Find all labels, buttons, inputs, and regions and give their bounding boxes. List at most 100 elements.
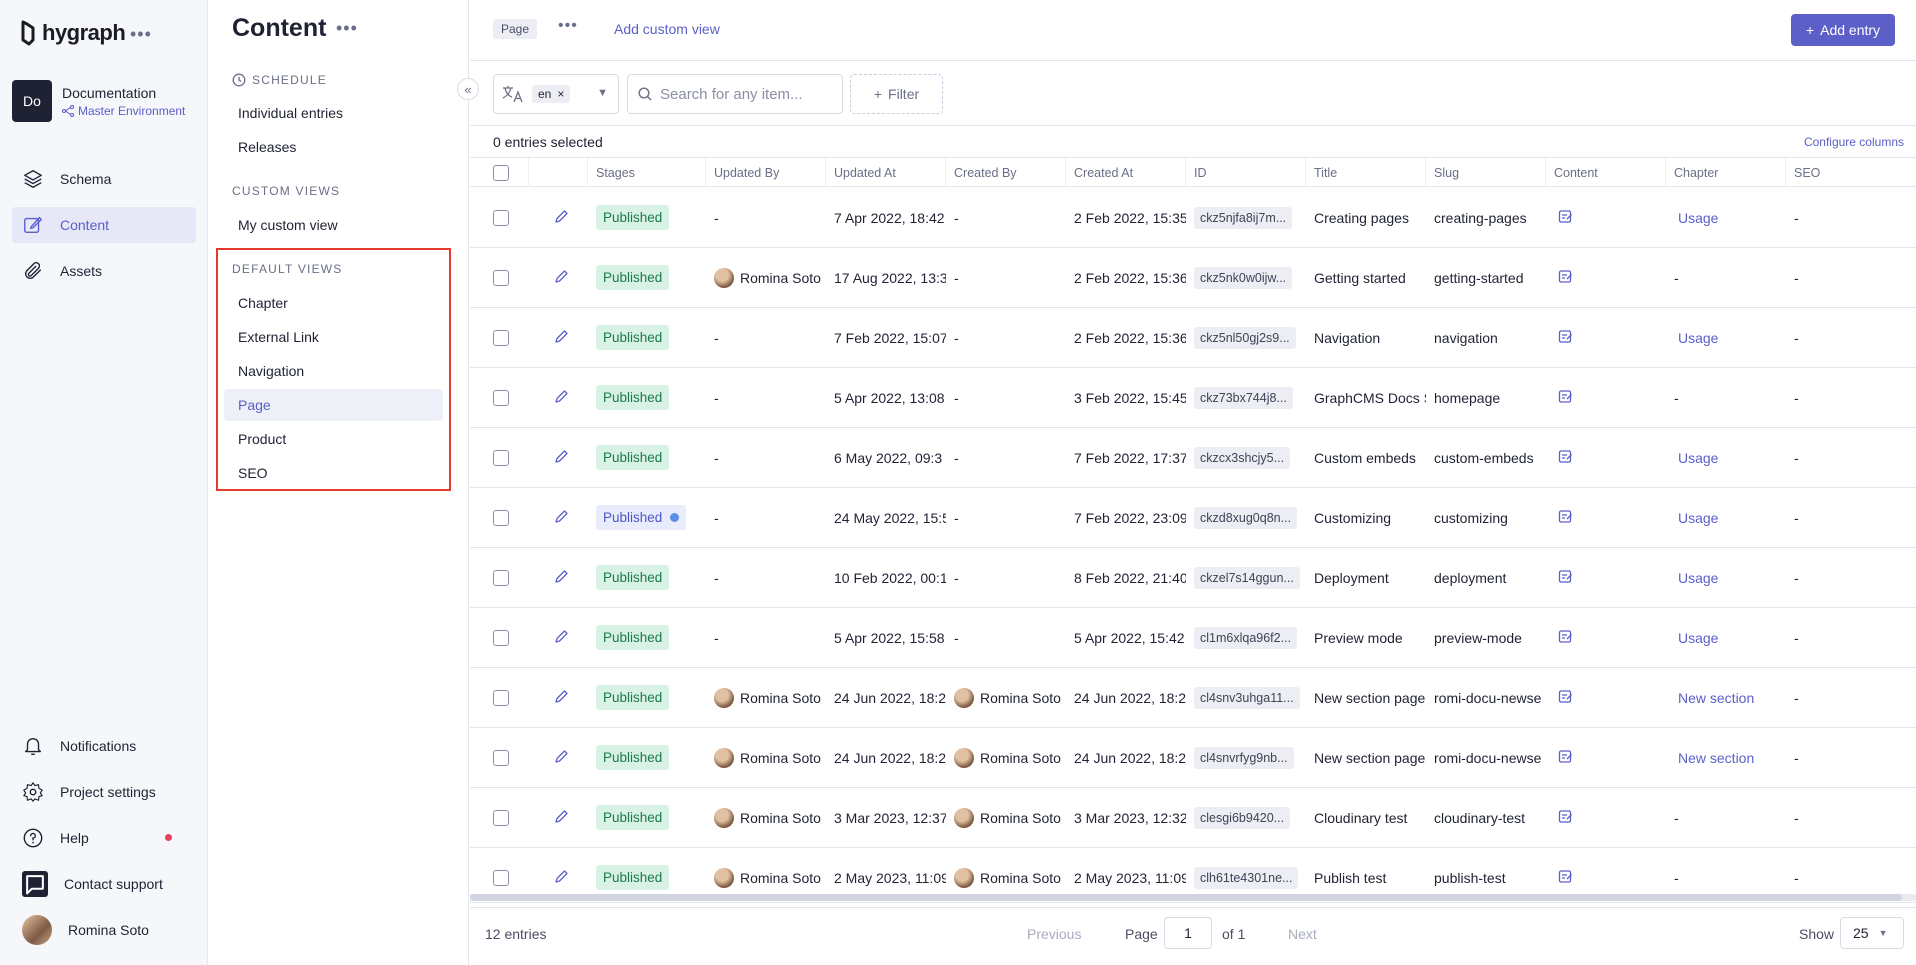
- rich-text-icon[interactable]: [1558, 509, 1573, 527]
- user-menu[interactable]: Romina Soto: [12, 912, 196, 948]
- rich-text-icon[interactable]: [1558, 389, 1573, 407]
- remove-locale-icon[interactable]: ×: [557, 87, 565, 101]
- view-chapter[interactable]: Chapter: [238, 295, 288, 311]
- nav-help[interactable]: Help: [12, 820, 196, 856]
- table-row[interactable]: Published -5 Apr 2022, 13:08-3 Feb 2022, …: [470, 368, 1916, 428]
- pencil-icon[interactable]: [554, 329, 569, 347]
- id[interactable]: cl1m6xlqa96f2...: [1194, 626, 1298, 649]
- locale-select[interactable]: en × ▼: [493, 74, 619, 114]
- view-seo[interactable]: SEO: [238, 465, 268, 481]
- more-icon[interactable]: •••: [558, 17, 578, 34]
- pencil-icon[interactable]: [554, 509, 569, 527]
- id[interactable]: clh61te4301ne...: [1194, 866, 1299, 889]
- view-individual-entries[interactable]: Individual entries: [238, 105, 344, 121]
- pencil-icon[interactable]: [554, 569, 569, 587]
- table-row[interactable]: Published -6 May 2022, 09:3-7 Feb 2022, 1…: [470, 428, 1916, 488]
- header-content[interactable]: Content: [1546, 158, 1666, 187]
- chapter-value[interactable]: New section: [1678, 689, 1755, 706]
- header-seo[interactable]: SEO: [1794, 165, 1821, 180]
- header-slug[interactable]: Slug: [1426, 158, 1546, 187]
- view-navigation[interactable]: Navigation: [238, 363, 305, 379]
- table-row[interactable]: Published Romina Soto 3 Mar 2023, 12:37 Rom…: [470, 788, 1916, 848]
- row-checkbox[interactable]: [493, 269, 509, 286]
- view-releases[interactable]: Releases: [238, 139, 297, 155]
- add-custom-view-link[interactable]: Add custom view: [614, 21, 720, 37]
- rich-text-icon[interactable]: [1558, 449, 1573, 467]
- chevron-down-icon[interactable]: ▼: [597, 87, 608, 99]
- row-checkbox[interactable]: [493, 809, 509, 826]
- header-title[interactable]: Title: [1306, 158, 1426, 187]
- collapse-sidebar-button[interactable]: «: [457, 78, 479, 100]
- chapter-value[interactable]: Usage: [1678, 449, 1719, 466]
- table-row[interactable]: Published -7 Apr 2022, 18:42-2 Feb 2022, …: [470, 188, 1916, 248]
- select-all-checkbox[interactable]: [493, 164, 509, 181]
- pencil-icon[interactable]: [554, 749, 569, 767]
- id[interactable]: ckz73bx744j8...: [1194, 386, 1293, 409]
- nav-project-settings[interactable]: Project settings: [12, 774, 196, 810]
- id[interactable]: clesgi6b9420...: [1194, 806, 1291, 829]
- environment-link[interactable]: Master Environment: [62, 104, 185, 118]
- row-checkbox[interactable]: [493, 389, 509, 406]
- id[interactable]: ckzcx3shcjy5...: [1194, 446, 1291, 469]
- filter-button[interactable]: + Filter: [850, 74, 943, 114]
- chapter-value[interactable]: Usage: [1678, 509, 1719, 526]
- row-checkbox[interactable]: [493, 509, 509, 526]
- header-id[interactable]: ID: [1186, 158, 1306, 187]
- pencil-icon[interactable]: [554, 389, 569, 407]
- id[interactable]: ckz5nl50gj2s9...: [1194, 326, 1296, 349]
- table-row[interactable]: Published Romina Soto 24 Jun 2022, 18:2 Rom…: [470, 668, 1916, 728]
- table-row[interactable]: Published -5 Apr 2022, 15:58-5 Apr 2022, …: [470, 608, 1916, 668]
- id[interactable]: ckzel7s14ggun...: [1194, 566, 1300, 589]
- id[interactable]: cl4snvrfyg9nb...: [1194, 746, 1294, 769]
- pencil-icon[interactable]: [554, 869, 569, 887]
- nav-contact-support[interactable]: Contact support: [12, 866, 196, 902]
- header-chapter[interactable]: Chapter: [1666, 158, 1786, 187]
- rich-text-icon[interactable]: [1558, 869, 1573, 887]
- rich-text-icon[interactable]: [1558, 629, 1573, 647]
- id[interactable]: ckz5nk0w0ijw...: [1194, 266, 1293, 289]
- header-stages[interactable]: Stages: [588, 158, 706, 187]
- hygraph-logo[interactable]: hygraph: [20, 20, 126, 46]
- table-row[interactable]: Published -24 May 2022, 15:5-7 Feb 2022, …: [470, 488, 1916, 548]
- chapter-value[interactable]: Usage: [1678, 329, 1719, 346]
- header-updated-at[interactable]: Updated At: [826, 158, 946, 187]
- id[interactable]: ckz5njfa8ij7m...: [1194, 206, 1293, 229]
- row-checkbox[interactable]: [493, 689, 509, 706]
- nav-notifications[interactable]: Notifications: [12, 728, 196, 764]
- rich-text-icon[interactable]: [1558, 209, 1573, 227]
- search-box[interactable]: [627, 74, 843, 114]
- table-row[interactable]: Published -10 Feb 2022, 00:1-8 Feb 2022, …: [470, 548, 1916, 608]
- view-page[interactable]: Page: [224, 389, 443, 421]
- rich-text-icon[interactable]: [1558, 689, 1573, 707]
- rich-text-icon[interactable]: [1558, 569, 1573, 587]
- configure-columns-link[interactable]: Configure columns: [1803, 135, 1904, 149]
- nav-assets[interactable]: Assets: [12, 253, 196, 289]
- pencil-icon[interactable]: [554, 629, 569, 647]
- row-checkbox[interactable]: [493, 449, 509, 466]
- scrollbar-thumb[interactable]: [470, 894, 1902, 901]
- id[interactable]: ckzd8xug0q8n...: [1194, 506, 1298, 529]
- table-row[interactable]: Published Romina Soto 2 May 2023, 11:09 Rom…: [470, 848, 1916, 908]
- view-external-link[interactable]: External Link: [238, 329, 319, 345]
- rich-text-icon[interactable]: [1558, 269, 1573, 287]
- locale-chip[interactable]: en ×: [532, 85, 571, 103]
- nav-schema[interactable]: Schema: [12, 161, 196, 197]
- view-my-custom-view[interactable]: My custom view: [238, 217, 338, 233]
- table-row[interactable]: Published Romina Soto 24 Jun 2022, 18:2 Rom…: [470, 728, 1916, 788]
- pencil-icon[interactable]: [554, 809, 569, 827]
- rich-text-icon[interactable]: [1558, 749, 1573, 767]
- pencil-icon[interactable]: [554, 209, 569, 227]
- more-icon[interactable]: •••: [336, 18, 358, 38]
- chapter-value[interactable]: Usage: [1678, 209, 1719, 226]
- chapter-value[interactable]: Usage: [1678, 569, 1719, 586]
- page-number-input[interactable]: [1164, 917, 1212, 949]
- row-checkbox[interactable]: [493, 749, 509, 766]
- more-icon[interactable]: •••: [130, 24, 152, 44]
- table-row[interactable]: Published -7 Feb 2022, 15:07-2 Feb 2022, …: [470, 308, 1916, 368]
- search-input[interactable]: [660, 85, 830, 103]
- nav-content[interactable]: Content: [12, 207, 196, 243]
- previous-button[interactable]: Previous: [1027, 926, 1082, 942]
- pencil-icon[interactable]: [554, 449, 569, 467]
- row-checkbox[interactable]: [493, 869, 509, 886]
- header-created-at[interactable]: Created At: [1066, 158, 1186, 187]
